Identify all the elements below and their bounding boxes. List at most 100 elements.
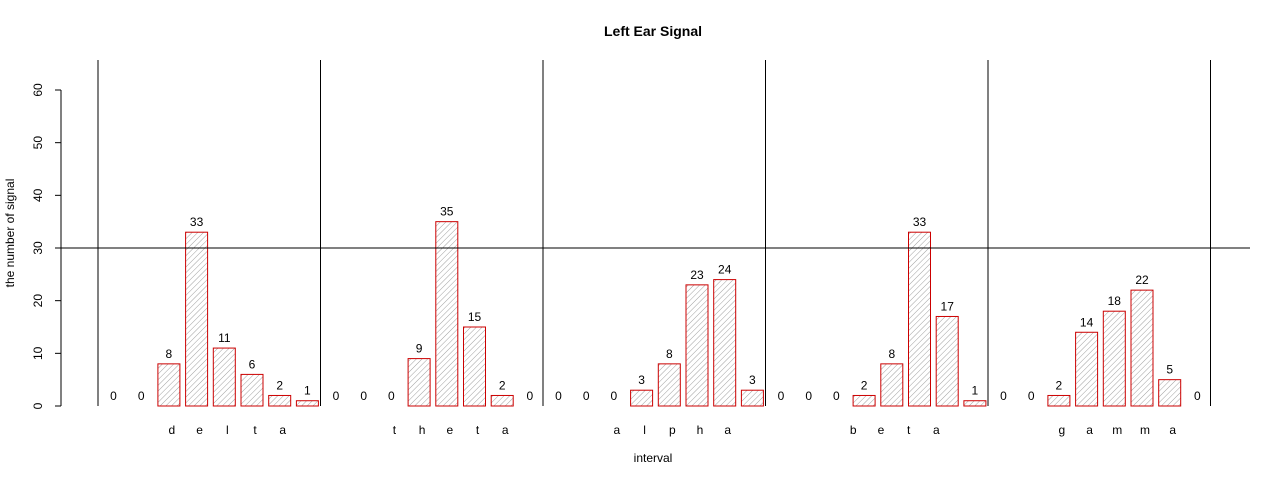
bar <box>490 394 514 407</box>
category-letter: t <box>907 423 911 437</box>
bar <box>435 221 459 407</box>
bar <box>963 400 987 407</box>
category-letter: h <box>697 423 704 437</box>
bar-value-label: 0 <box>360 389 367 403</box>
bar <box>240 373 264 407</box>
bar <box>685 284 709 407</box>
category-letter: h <box>419 423 426 437</box>
group-separators <box>97 60 1211 406</box>
bar-value-label: 1 <box>972 384 979 398</box>
bar-value-label: 6 <box>249 357 256 371</box>
category-letter: l <box>226 423 229 437</box>
bar-value-label: 9 <box>416 342 423 356</box>
bar <box>880 363 904 407</box>
bar-value-label: 0 <box>1028 389 1035 403</box>
y-axis-label: the number of signal <box>3 179 17 288</box>
bar <box>935 315 959 407</box>
bar-value-label: 5 <box>1166 363 1173 377</box>
bar-value-label: 0 <box>583 389 590 403</box>
category-letter: m <box>1112 423 1122 437</box>
bar <box>713 279 737 407</box>
bar-value-label: 3 <box>638 373 645 387</box>
bar-value-label: 35 <box>440 205 454 219</box>
bar-value-label: 0 <box>1194 389 1201 403</box>
bar-value-label: 0 <box>110 389 117 403</box>
category-letter: b <box>850 423 857 437</box>
category-letter: t <box>253 423 257 437</box>
category-letter: p <box>669 423 676 437</box>
bar-value-label: 15 <box>468 310 482 324</box>
y-tick-label: 10 <box>31 346 45 360</box>
bar-value-label: 33 <box>190 215 204 229</box>
category-letter: m <box>1140 423 1150 437</box>
bar-value-label: 24 <box>718 263 732 277</box>
bars <box>157 221 1182 407</box>
bar <box>630 389 654 407</box>
bar-value-label: 2 <box>276 378 283 392</box>
bar <box>1130 289 1154 407</box>
x-axis-label: interval <box>634 451 673 465</box>
bar-value-label: 0 <box>527 389 534 403</box>
bar-value-label: 3 <box>749 373 756 387</box>
category-letter: g <box>1059 423 1066 437</box>
bar-value-label: 0 <box>388 389 395 403</box>
bar-value-label: 18 <box>1108 294 1122 308</box>
y-tick-label: 40 <box>31 188 45 202</box>
bar <box>1158 379 1182 407</box>
bar-value-label: 0 <box>138 389 145 403</box>
bar-value-label: 2 <box>1056 378 1063 392</box>
bar-value-label: 33 <box>913 215 927 229</box>
bar <box>852 394 876 407</box>
category-letter: d <box>169 423 176 437</box>
category-letter: a <box>614 423 621 437</box>
bar <box>463 326 486 407</box>
bar-value-label: 8 <box>888 347 895 361</box>
bar-value-label: 1 <box>304 384 311 398</box>
bar-value-label: 2 <box>861 378 868 392</box>
category-letter: l <box>643 423 646 437</box>
y-tick-label: 30 <box>31 241 45 255</box>
bar-value-label: 8 <box>666 347 673 361</box>
bar <box>1102 310 1126 407</box>
category-letter: e <box>878 423 885 437</box>
category-letter: e <box>446 423 453 437</box>
bar <box>657 363 681 407</box>
category-letter: a <box>502 423 509 437</box>
bar <box>212 347 236 407</box>
y-tick-label: 60 <box>31 83 45 97</box>
bar-value-label: 0 <box>778 389 785 403</box>
bar <box>1047 394 1071 407</box>
category-letter: a <box>1086 423 1093 437</box>
chart-title: Left Ear Signal <box>604 23 702 39</box>
bar <box>295 400 319 407</box>
bar <box>1075 331 1099 407</box>
bar <box>407 358 431 407</box>
y-tick-label: 20 <box>31 294 45 308</box>
bar-value-label: 2 <box>499 378 506 392</box>
bar <box>157 363 181 407</box>
bar-value-label: 0 <box>1000 389 1007 403</box>
bar-value-label: 0 <box>611 389 618 403</box>
category-letter: t <box>393 423 397 437</box>
category-letter: a <box>933 423 940 437</box>
bar-value-label: 23 <box>690 268 704 282</box>
bar <box>268 394 292 407</box>
bar-value-label: 0 <box>833 389 840 403</box>
bar-value-label: 0 <box>555 389 562 403</box>
bar-value-label: 22 <box>1135 273 1149 287</box>
category-letter: a <box>724 423 731 437</box>
bar-value-label: 14 <box>1080 315 1094 329</box>
category-letter: a <box>1169 423 1176 437</box>
bar-value-label: 17 <box>941 299 955 313</box>
y-tick-label: 0 <box>31 402 45 409</box>
bar-value-label: 8 <box>166 347 173 361</box>
category-letter: t <box>476 423 480 437</box>
bar <box>185 231 209 407</box>
bar-value-label: 0 <box>805 389 812 403</box>
y-axis: 0 10 20 30 40 50 60 <box>31 83 62 409</box>
bar-value-label: 0 <box>333 389 340 403</box>
y-tick-label: 50 <box>31 136 45 150</box>
